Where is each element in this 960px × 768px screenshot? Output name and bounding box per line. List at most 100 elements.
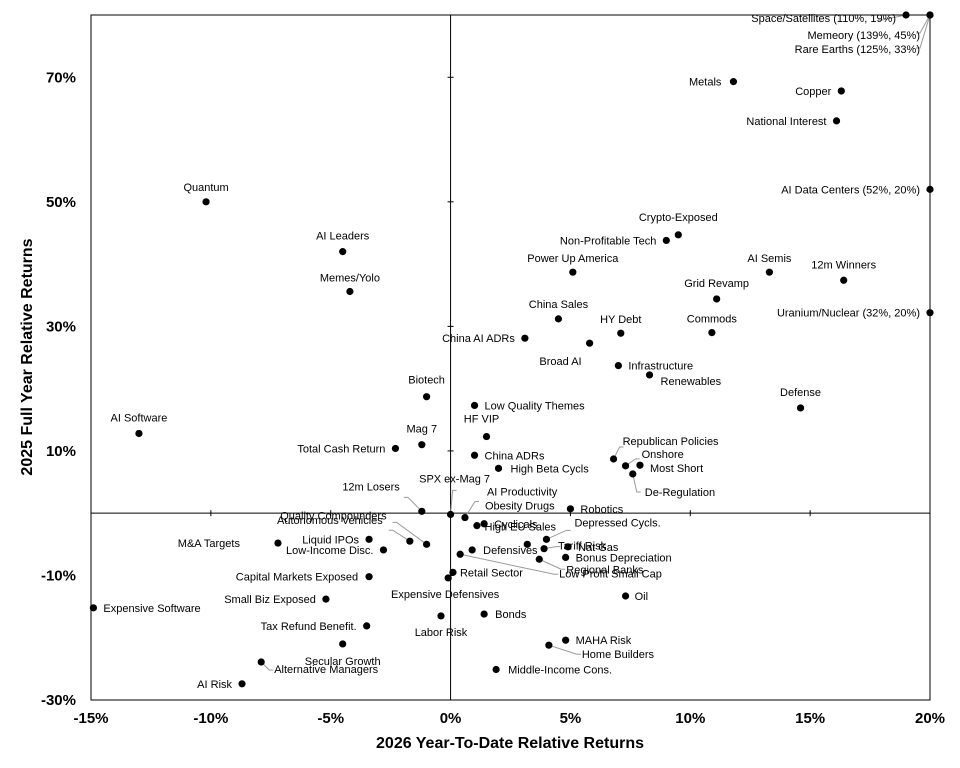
leader-line [539,558,566,570]
data-point [617,329,625,337]
leader-line [625,458,640,467]
data-point [423,393,431,401]
data-point [645,371,654,379]
point-label: Small Biz Exposed [224,594,316,606]
point-label: Most Short [650,463,703,475]
point-label: Autonomous Vehicles [277,515,383,527]
data-point [470,401,479,410]
quadrant-lines [91,15,930,700]
data-point [473,522,481,530]
data-point [542,535,551,543]
point-label: Bonus Depreciation [576,552,672,564]
point-label: China Sales [529,299,589,311]
point-label: Defense [780,387,821,399]
data-point [365,535,373,543]
data-point [562,636,570,644]
point-label: 12m Losers [342,481,400,493]
data-point [468,546,476,554]
point-label: Labor Risk [415,627,468,639]
data-point [796,404,805,412]
point-label: Uranium/Nuclear (32%, 20%) [777,308,920,320]
point-label: Home Builders [582,649,655,661]
point-label: Liquid IPOs [302,534,359,546]
leader-line [464,501,479,518]
data-point [621,462,630,470]
y-axis-title: 2025 Full Year Relative Returns [19,238,36,475]
data-point [636,461,644,469]
y-tick-label: 30% [46,318,76,335]
point-label: Crypto-Exposed [639,212,718,224]
point-label: HY Debt [600,314,641,326]
point-label: Biotech [408,375,445,387]
data-point [926,185,934,193]
data-point [238,680,246,688]
point-label: Low Quality Themes [485,400,586,412]
point-label: Cyclicals [494,519,538,531]
data-point [480,520,488,528]
data-point [832,117,841,125]
point-label: Memes/Yolo [320,272,380,284]
point-label: Rare Earths (125%, 33%) [795,44,920,56]
point-label: Robotics [580,504,623,516]
data-point [926,309,934,317]
leader-line [546,529,571,540]
data-point [765,268,773,276]
x-tick-label: -15% [73,710,108,727]
data-point [482,432,491,441]
plot-area [90,14,931,701]
data-point [662,236,670,245]
leader-line [388,529,411,542]
leader-line [260,661,274,671]
data-point [135,429,143,438]
data-point [379,546,388,554]
data-point [339,640,347,648]
data-point [566,505,575,513]
point-label: Renewables [661,376,722,388]
leader-line [613,446,624,460]
data-point [492,665,500,674]
data-point [406,537,414,545]
point-label: Low Profit Small Cap [559,568,662,580]
data-point [391,444,400,453]
data-point [713,295,721,303]
point-label: De-Regulation [645,487,715,499]
point-label: Nat Gas [578,542,619,554]
x-tick-label: 5% [560,710,582,727]
point-label: Onshore [642,449,684,461]
point-label: Low-Income Disc. [286,545,373,557]
data-point [614,361,622,370]
point-label: China AI ADRs [442,333,515,345]
point-label: Non-Profitable Tech [560,235,656,247]
data-point [562,553,570,561]
point-label: Tariff Risk [558,541,607,553]
point-label: M&A Targets [178,538,241,550]
data-point [444,574,452,582]
data-point [902,11,910,19]
data-point [365,573,373,581]
data-point [564,543,572,551]
data-point [545,641,553,649]
point-label: Mag 7 [407,424,438,436]
point-labels: Space/Satellites (110%, 19%) Memeory (139… [103,13,920,691]
point-label: Retail Sector [460,567,523,579]
data-point [418,441,426,449]
data-point [554,315,563,323]
leader-line [450,489,457,515]
point-label: AI Software [111,412,168,424]
point-label: Bonds [495,609,527,621]
point-label: Copper [795,86,831,98]
data-point [523,540,531,548]
point-label: Alternative Managers [274,664,378,676]
leader-line [392,521,427,545]
data-point [322,595,330,603]
data-point [521,334,529,342]
data-point [274,539,282,547]
point-label: Regional Banks [566,564,644,576]
point-label: Memeory (139%, 45%) [808,30,921,42]
leader-line [403,496,423,512]
y-tick-label: 70% [46,69,76,86]
data-point [437,612,445,620]
y-tick-label: 50% [46,194,76,211]
point-label: AI Productivity [487,487,558,499]
y-tick-label: 10% [46,443,76,460]
